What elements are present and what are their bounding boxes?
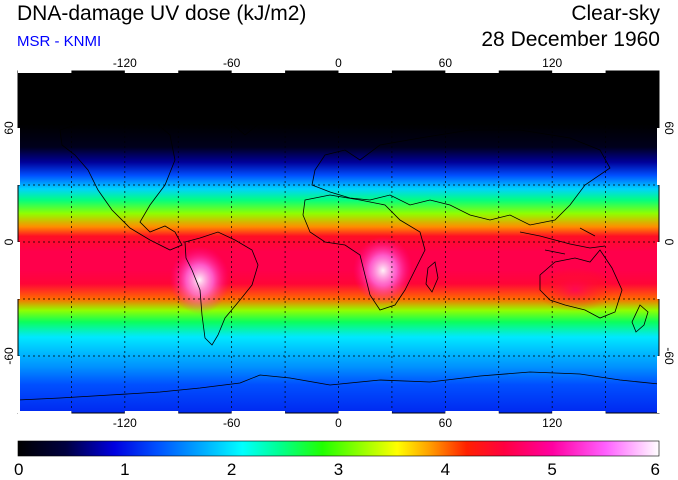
coastline-antarctica (18, 371, 659, 401)
graticule (18, 71, 659, 413)
lat-tick-right: 0 (662, 239, 676, 246)
sky-condition-label: Clear-sky (571, 2, 660, 25)
frame-mark (445, 70, 499, 73)
hotspot-southern-africa (353, 236, 414, 305)
date-label: 28 December 1960 (481, 28, 660, 51)
frame-mark (552, 411, 606, 414)
lon-tick-top: 60 (439, 56, 453, 70)
frame-mark (338, 411, 392, 414)
frame-mark (657, 128, 660, 185)
lon-tick-bottom: 0 (335, 416, 342, 430)
colorbar-label: 4 (441, 460, 450, 479)
colorbar (17, 440, 660, 457)
coastline-south-america (184, 231, 259, 346)
frame-mark (17, 356, 20, 413)
coastline-north-america (59, 111, 183, 251)
frame-mark (231, 70, 286, 73)
coastline-new-zealand (631, 304, 649, 333)
lon-tick-top: 0 (335, 56, 342, 70)
lon-tick-bottom: -60 (223, 416, 241, 430)
coastline-madagascar (425, 261, 439, 293)
colorbar-label: 0 (14, 460, 23, 479)
coastline-australia (539, 249, 623, 319)
frame-mark (445, 411, 499, 414)
lon-tick-top: -120 (113, 56, 137, 70)
frame-mark (124, 70, 179, 73)
frame-mark (231, 411, 286, 414)
hotspot-south-america (169, 246, 230, 314)
map-title: DNA-damage UV dose (kJ/m2) (17, 2, 307, 25)
frame-mark (552, 70, 606, 73)
coastline-indonesia (519, 227, 606, 255)
frame-mark (17, 242, 20, 299)
frame-mark (18, 411, 72, 414)
frame-mark (657, 242, 660, 299)
colorbar-label: 6 (651, 460, 660, 479)
frame-mark (18, 70, 72, 73)
lat-tick-left: 0 (2, 238, 16, 245)
lon-tick-bottom: 60 (439, 416, 453, 430)
lat-tick-left: -60 (2, 347, 16, 365)
lat-tick-right: -60 (662, 347, 676, 365)
colorbar-label: 1 (120, 460, 129, 479)
frame-mark (338, 70, 392, 73)
colorbar-label: 2 (227, 460, 236, 479)
coastlines (18, 77, 659, 401)
lon-tick-bottom: 120 (542, 416, 562, 430)
colorbar-label: 3 (334, 460, 343, 479)
lon-tick-bottom: -120 (113, 416, 137, 430)
lat-tick-right: 60 (662, 121, 676, 135)
hotspot-australia (535, 267, 616, 312)
coastline-europe-asia (311, 129, 611, 226)
frame-marks (17, 70, 660, 414)
lon-tick-top: 120 (542, 56, 562, 70)
frame-mark (124, 411, 179, 414)
frame-mark (657, 356, 660, 413)
coastline-greenland (214, 77, 286, 136)
lon-tick-top: -60 (223, 56, 241, 70)
credit-label: MSR - KNMI (17, 33, 102, 50)
axis-ticks: -120 -120 -60 -60 0 0 60 60 120 120 60 60 0 0 -60 -60 (2, 56, 676, 430)
frame-mark (17, 128, 20, 185)
lat-tick-left: 60 (2, 121, 16, 135)
colorbar-labels: 0 1 2 3 4 5 6 (14, 460, 660, 479)
colorbar-label: 5 (547, 460, 556, 479)
